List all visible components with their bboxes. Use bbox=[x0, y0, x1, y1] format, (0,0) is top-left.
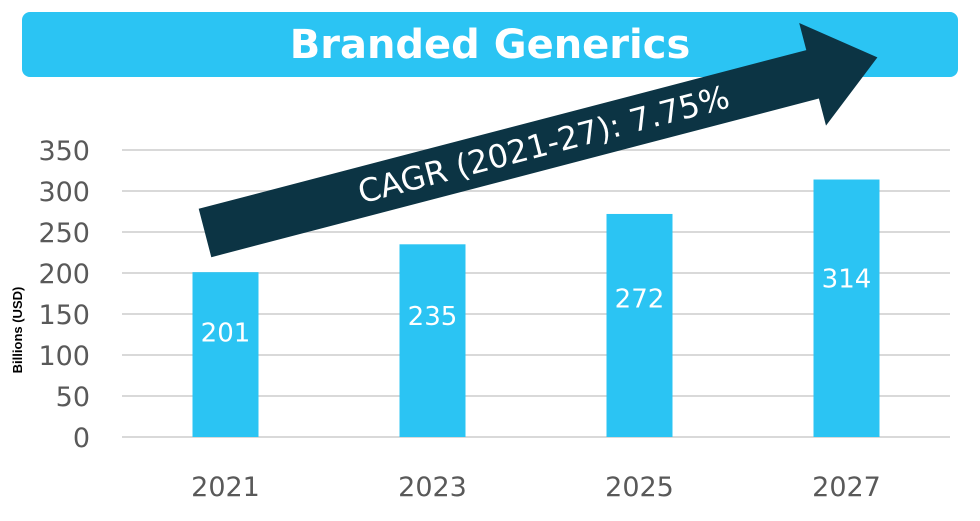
y-tick-label: 350 bbox=[38, 136, 90, 167]
bar-2023 bbox=[399, 244, 466, 437]
x-tick-label: 2023 bbox=[398, 472, 467, 503]
y-tick-label: 50 bbox=[56, 382, 90, 413]
y-axis-label: Billions (USD) bbox=[10, 287, 25, 374]
y-tick-label: 250 bbox=[38, 218, 90, 249]
x-axis-ticks: 2021 2023 2025 2027 bbox=[191, 472, 881, 503]
x-tick-label: 2025 bbox=[605, 472, 674, 503]
y-tick-label: 150 bbox=[38, 300, 90, 331]
data-label-2027: 314 bbox=[822, 265, 872, 295]
bar-2021 bbox=[192, 272, 259, 437]
bar-2027 bbox=[813, 179, 880, 437]
x-tick-label: 2027 bbox=[812, 472, 881, 503]
chart-title: Branded Generics bbox=[289, 21, 691, 68]
bars: 201 235 272 314 bbox=[192, 179, 880, 437]
y-tick-label: 0 bbox=[73, 423, 90, 454]
data-label-2025: 272 bbox=[615, 285, 665, 315]
y-tick-label: 200 bbox=[38, 259, 90, 290]
cagr-arrow-shape bbox=[198, 23, 878, 258]
data-label-2023: 235 bbox=[408, 302, 458, 332]
x-tick-label: 2021 bbox=[191, 472, 260, 503]
title-banner: Branded Generics bbox=[22, 12, 958, 77]
y-tick-label: 300 bbox=[38, 177, 90, 208]
y-tick-label: 100 bbox=[38, 341, 90, 372]
cagr-arrow: CAGR (2021-27): 7.75% bbox=[198, 23, 878, 258]
bar-2025 bbox=[606, 213, 673, 437]
y-axis-ticks: 0 50 100 150 200 250 300 350 bbox=[38, 136, 90, 454]
data-label-2021: 201 bbox=[201, 318, 251, 348]
